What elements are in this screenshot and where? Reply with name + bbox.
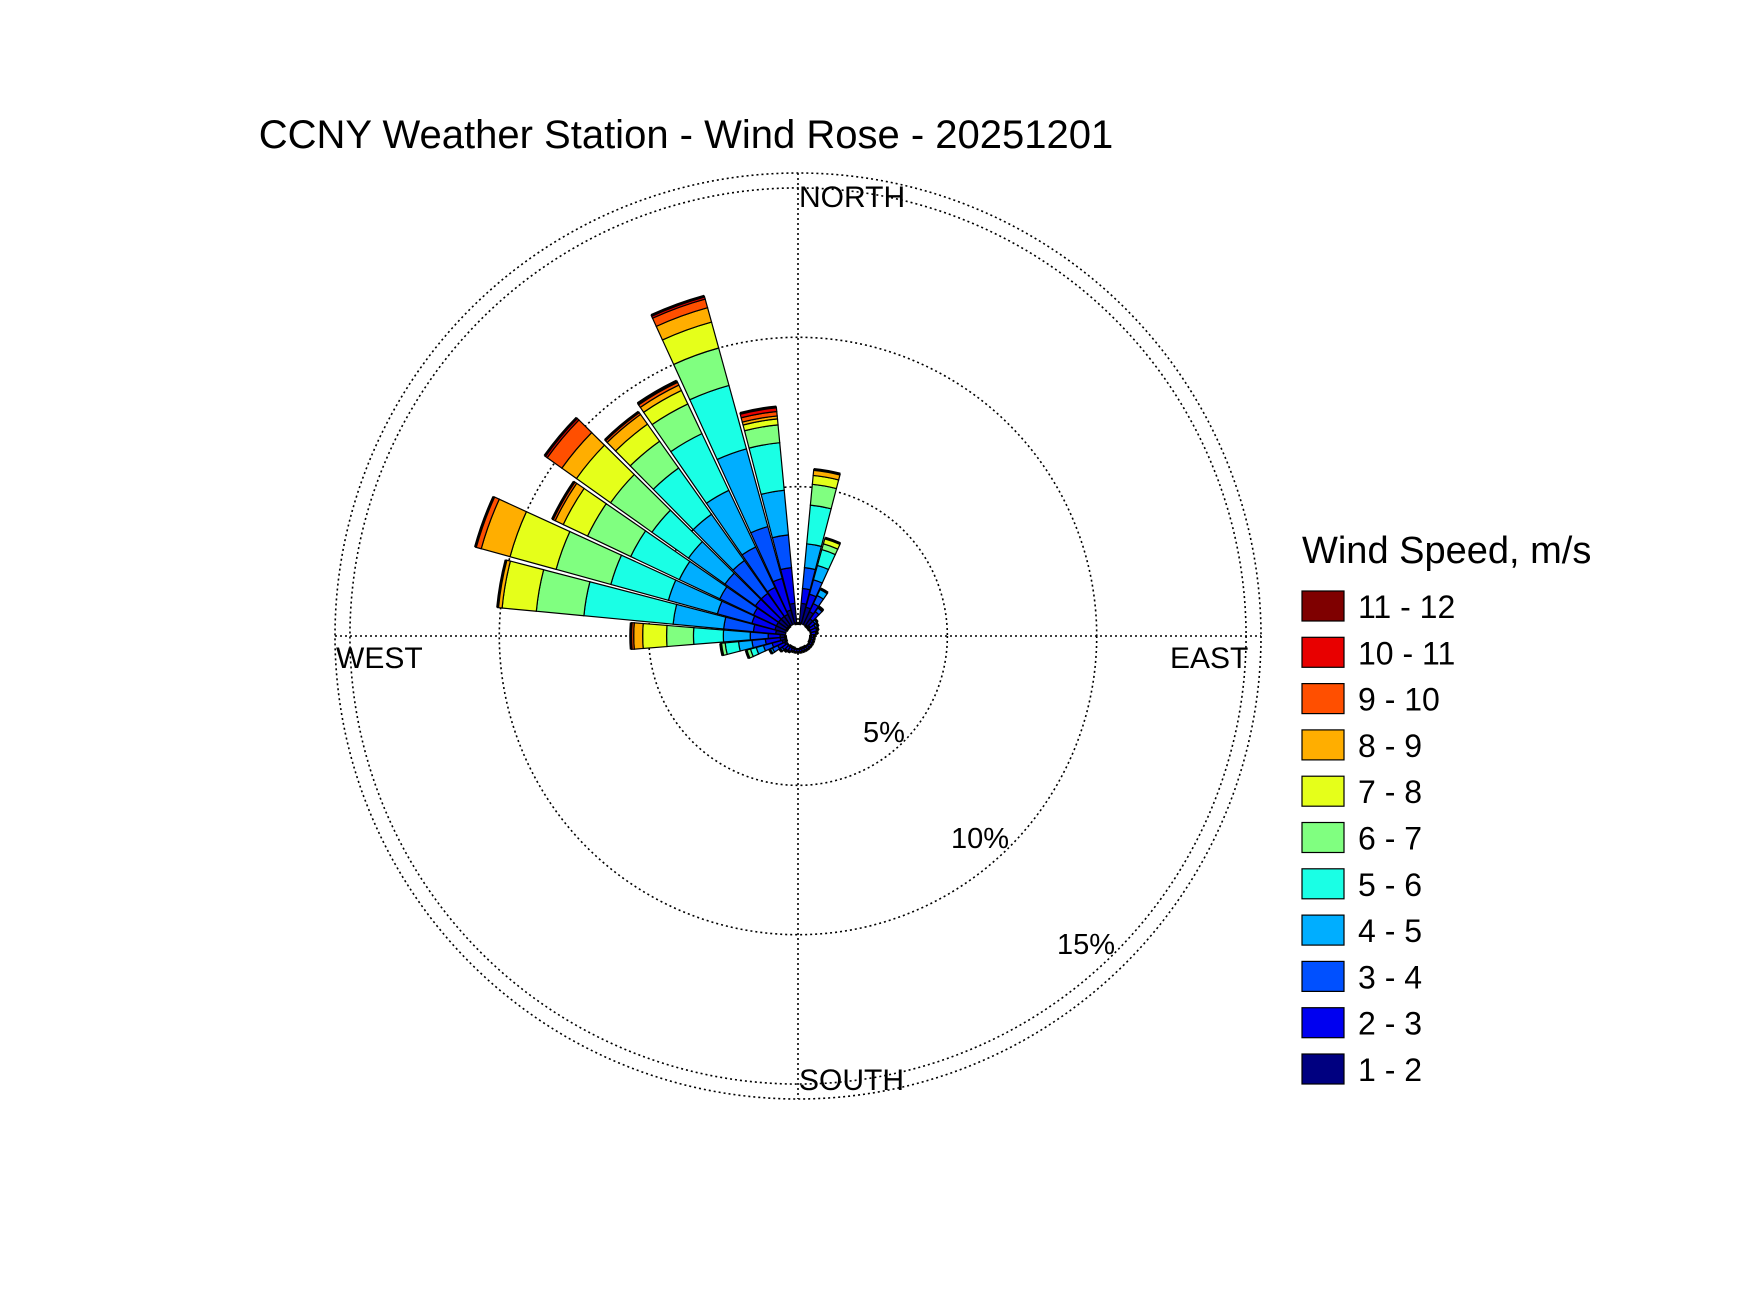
legend-swatch	[1301, 775, 1345, 807]
sector-270-bin-4-5	[722, 629, 752, 643]
legend-swatch	[1301, 1053, 1345, 1085]
sector-250-outline	[744, 649, 751, 660]
ring-label-15: 15%	[1057, 929, 1115, 961]
ring-label-5: 5%	[863, 717, 905, 749]
sector-350-outline	[739, 405, 777, 415]
legend-title: Wind Speed, m/s	[1302, 530, 1591, 572]
sector-260-bin-5-6	[724, 640, 741, 656]
legend-item: 8 - 9	[1301, 728, 1422, 764]
sector-10-outline	[813, 467, 841, 476]
ring-5	[647, 485, 949, 787]
sector-30-outline	[819, 587, 829, 595]
legend-item: 10 - 11	[1301, 635, 1455, 671]
legend-item: 7 - 8	[1301, 774, 1422, 810]
calm-center	[783, 621, 813, 651]
ring-label-10: 10%	[951, 823, 1009, 855]
direction-label-south: SOUTH	[799, 1064, 904, 1097]
sector-150-outline	[804, 648, 809, 653]
sector-270-bin-7-8	[642, 622, 668, 650]
calm-circle	[786, 624, 810, 648]
sector-290-outline	[474, 496, 496, 548]
sector-110-outline	[811, 639, 816, 644]
sector-270-outline	[629, 622, 633, 650]
sector-40-outline	[817, 605, 825, 612]
sector-270-bin-5-6	[692, 626, 725, 646]
sector-310-outline	[543, 416, 578, 457]
sector-320-outline	[603, 410, 640, 442]
legend-item: 2 - 3	[1301, 1006, 1422, 1042]
sector-140-outline	[806, 646, 811, 651]
sector-270-bin-6-7	[665, 624, 695, 648]
direction-label-north: NORTH	[799, 181, 905, 214]
calm-circle-outline	[783, 621, 813, 651]
legend-label: 7 - 8	[1358, 774, 1422, 810]
grid-labels: NORTH SOUTH WEST EAST 5% 10% 15%	[336, 181, 1248, 1097]
sector-120-outline	[810, 642, 815, 647]
legend-item: 1 - 2	[1301, 1052, 1422, 1088]
legend-label: 11 - 12	[1358, 589, 1455, 625]
legend-label: 1 - 2	[1358, 1052, 1422, 1088]
legend-label: 3 - 4	[1358, 959, 1422, 995]
sector-220-outline	[783, 648, 788, 654]
legend-label: 9 - 10	[1358, 682, 1440, 718]
sector-230-outline	[778, 648, 784, 653]
ring-10	[498, 336, 1098, 936]
sector-270-bin-8-9	[633, 622, 644, 650]
chart-title: CCNY Weather Station - Wind Rose - 20251…	[259, 113, 1114, 157]
sector-20-outline	[824, 536, 841, 546]
legend-label: 10 - 11	[1358, 635, 1455, 671]
legend-item: 6 - 7	[1301, 821, 1422, 857]
sector-50-outline	[813, 618, 819, 624]
wind-sectors	[474, 294, 842, 660]
ring-outer	[334, 172, 1262, 1100]
legend-swatch	[1301, 682, 1345, 715]
sector-260-outline	[719, 643, 725, 656]
legend-swatch	[1301, 914, 1345, 946]
sector-340-outline	[650, 294, 705, 317]
sector-330-outline	[636, 379, 678, 405]
sector-60-outline	[815, 622, 820, 628]
direction-label-west: WEST	[336, 642, 423, 675]
direction-label-east: EAST	[1170, 642, 1248, 675]
legend-label: 4 - 5	[1358, 913, 1422, 949]
ring-15	[349, 187, 1247, 1085]
legend-item: 9 - 10	[1301, 682, 1440, 718]
legend-swatch	[1301, 868, 1345, 900]
sector-200-outline	[790, 649, 795, 654]
legend-item: 5 - 6	[1301, 867, 1422, 903]
legend-label: 6 - 7	[1358, 821, 1422, 857]
legend-label: 2 - 3	[1358, 1006, 1422, 1042]
sector-130-outline	[808, 644, 813, 649]
sector-280-outline	[496, 559, 508, 608]
legend-swatch	[1301, 821, 1345, 854]
legend-item: 3 - 4	[1301, 959, 1422, 995]
legend-item: 11 - 12	[1301, 589, 1455, 625]
legend-swatch	[1301, 590, 1345, 622]
legend-swatch	[1301, 960, 1345, 993]
legend-swatch	[1301, 1007, 1345, 1039]
sector-160-outline	[801, 649, 806, 654]
sector-300-outline	[551, 480, 576, 521]
legend-label: 5 - 6	[1358, 867, 1422, 903]
sector-80-outline	[815, 630, 819, 635]
legend-swatch	[1301, 636, 1345, 668]
legend-label: 8 - 9	[1358, 728, 1422, 764]
legend-item: 4 - 5	[1301, 913, 1422, 949]
sector-210-outline	[786, 649, 791, 654]
sector-70-outline	[815, 626, 820, 631]
polar-grid	[334, 172, 1262, 1100]
legend: Wind Speed, m/s 11 - 12 10 - 11 9 - 10 8 - …	[1301, 530, 1591, 1088]
legend-swatch	[1301, 729, 1345, 761]
